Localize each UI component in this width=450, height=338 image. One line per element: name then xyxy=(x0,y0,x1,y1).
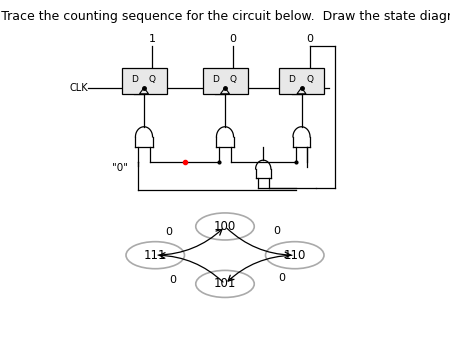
Text: 0: 0 xyxy=(170,275,176,285)
Text: (A). Trace the counting sequence for the circuit below.  Draw the state diagram.: (A). Trace the counting sequence for the… xyxy=(0,10,450,23)
Text: 0: 0 xyxy=(278,273,285,283)
Text: D: D xyxy=(130,75,138,84)
Text: 0: 0 xyxy=(274,226,280,236)
Text: CLK: CLK xyxy=(70,83,88,93)
Bar xyxy=(202,68,248,94)
Text: D: D xyxy=(212,75,219,84)
Text: 101: 101 xyxy=(214,277,236,290)
Bar xyxy=(122,68,166,94)
Text: 0: 0 xyxy=(306,34,313,44)
Bar xyxy=(279,68,324,94)
Text: 0: 0 xyxy=(165,227,172,237)
Text: 111: 111 xyxy=(144,249,166,262)
Text: 0: 0 xyxy=(230,34,237,44)
Text: 100: 100 xyxy=(214,220,236,233)
Text: Q: Q xyxy=(148,75,156,84)
Text: D: D xyxy=(288,75,295,84)
Text: 1: 1 xyxy=(148,34,156,44)
Text: 110: 110 xyxy=(284,249,306,262)
Text: "0": "0" xyxy=(112,163,128,173)
Text: Q: Q xyxy=(230,75,237,84)
Text: Q: Q xyxy=(306,75,313,84)
